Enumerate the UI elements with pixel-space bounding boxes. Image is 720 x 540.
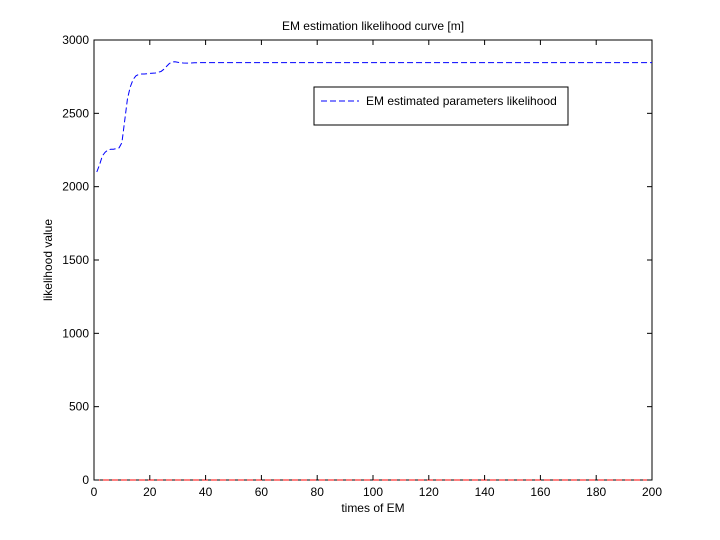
x-tick-label: 80 xyxy=(311,485,325,499)
x-axis-title: times of EM xyxy=(341,501,404,515)
y-tick-label: 3000 xyxy=(62,33,89,47)
ticks-layer: 0 20 40 60 80 100 120 140 160 180 2000500100015002… xyxy=(62,33,662,499)
y-tick-label: 0 xyxy=(82,473,89,487)
x-tick-label: 120 xyxy=(419,485,439,499)
y-tick-label: 1500 xyxy=(62,253,89,267)
x-tick-label: 60 xyxy=(255,485,269,499)
y-tick-label: 2500 xyxy=(62,106,89,120)
x-tick-label: 100 xyxy=(363,485,383,499)
x-tick-label: 0 xyxy=(91,485,98,499)
y-axis-title: likelihood value xyxy=(41,219,55,301)
chart-title: EM estimation likelihood curve [m] xyxy=(282,19,464,33)
legend: EM estimated parameters likelihood xyxy=(313,86,569,126)
x-tick-label: 180 xyxy=(586,485,606,499)
legend-label: EM estimated parameters likelihood xyxy=(366,94,557,108)
x-tick-label: 140 xyxy=(475,485,495,499)
x-tick-label: 20 xyxy=(143,485,157,499)
legend-box xyxy=(313,86,569,126)
x-tick-label: 160 xyxy=(530,485,550,499)
x-tick-label: 40 xyxy=(199,485,213,499)
y-tick-label: 1000 xyxy=(62,326,89,340)
likelihood-series-line xyxy=(96,61,652,173)
y-tick-label: 500 xyxy=(69,400,89,414)
x-tick-label: 200 xyxy=(642,485,662,499)
y-tick-label: 2000 xyxy=(62,180,89,194)
